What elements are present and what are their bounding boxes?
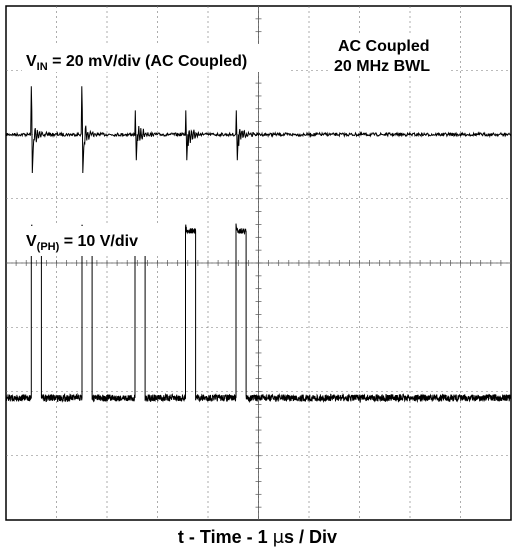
coupling-line-1: AC Coupled: [338, 38, 430, 55]
vin-trace: [5, 86, 512, 174]
x-axis-label-mu: μ: [272, 527, 285, 548]
vin-v: V: [26, 53, 37, 70]
vin-subscript: IN: [37, 61, 48, 73]
coupling-line-2: 20 MHz BWL: [334, 58, 430, 75]
coupling-annotation: AC Coupled 20 MHz BWL: [330, 34, 450, 76]
vin-scale-annotation: VIN = 20 mV/div (AC Coupled): [22, 44, 290, 73]
x-axis-label: t - Time - 1 μs / Div: [0, 523, 515, 551]
vin-scale-text: = 20 mV/div (AC Coupled): [48, 53, 248, 70]
vph-subscript: (PH): [37, 241, 60, 253]
x-axis-label-pre: t - Time - 1: [177, 527, 273, 547]
vph-v: V: [26, 233, 37, 250]
vph-scale-annotation: V(PH) = 10 V/div: [22, 226, 182, 256]
graticule: [6, 6, 511, 520]
svg-text:VIN = 20 mV/div (AC Coupled): VIN = 20 mV/div (AC Coupled): [26, 53, 247, 73]
svg-text:V(PH) = 10 V/div: V(PH) = 10 V/div: [26, 233, 138, 253]
x-axis-label-post: s / Div: [284, 527, 338, 547]
vph-scale-text: = 10 V/div: [59, 233, 138, 250]
